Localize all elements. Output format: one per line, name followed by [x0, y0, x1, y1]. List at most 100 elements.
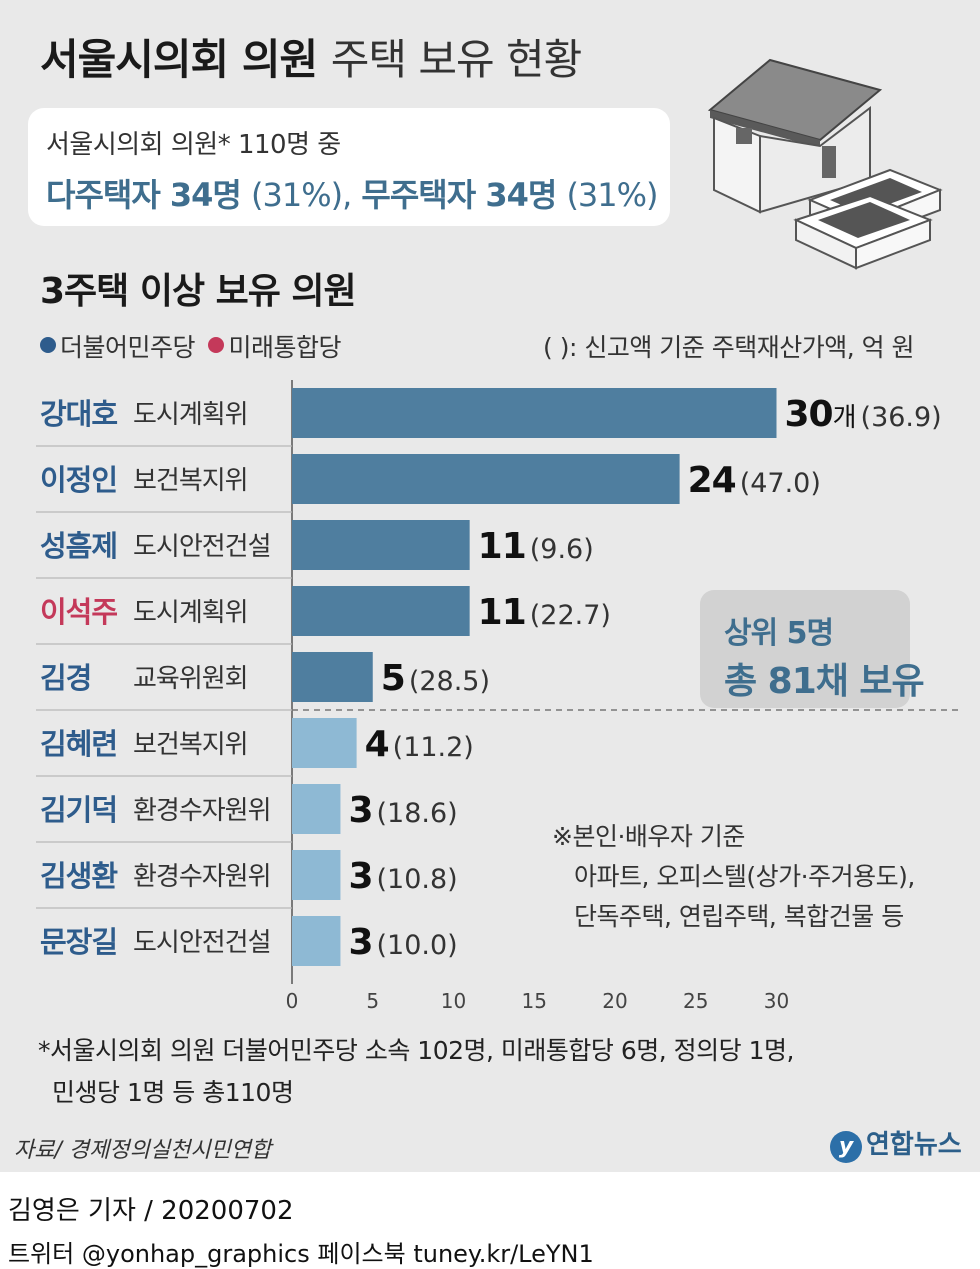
- bar: [292, 916, 341, 966]
- member-name: 문장길: [40, 925, 117, 959]
- legend-dem-label: 더불어민주당: [60, 333, 196, 362]
- data-label-asset: (28.5): [409, 666, 490, 697]
- bar: [292, 388, 777, 438]
- data-label-asset: (36.9): [861, 402, 942, 433]
- member-name: 김생환: [40, 859, 118, 893]
- data-label-value: 11: [478, 526, 526, 567]
- member-committee: 환경수자원위: [133, 862, 271, 892]
- legend: 더불어민주당 미래통합당: [40, 328, 341, 364]
- data-label-asset: (10.0): [377, 930, 458, 961]
- yonhap-logo: y 연합뉴스: [830, 1124, 962, 1163]
- x-tick-label: 20: [602, 989, 627, 1013]
- data-label: 11 (9.6): [478, 526, 594, 567]
- bar: [292, 850, 341, 900]
- footnote-line-1: *서울시의회 의원 더불어민주당 소속 102명, 미래통합당 6명, 정의당 …: [38, 1036, 794, 1065]
- legend-dem-dot: [40, 337, 56, 353]
- no-home-pct: (31%): [566, 176, 658, 214]
- member-committee: 환경수자원위: [133, 796, 271, 826]
- logo-mark-icon: y: [830, 1131, 862, 1163]
- source: 자료/ 경제정의실천시민연합: [14, 1138, 272, 1163]
- data-label-value: 11: [478, 592, 526, 633]
- member-committee: 도시안전건설: [133, 532, 271, 562]
- legend-utd-label: 미래통합당: [228, 333, 341, 362]
- note-line-3: 단독주택, 연립주택, 복합건물 등: [574, 902, 904, 931]
- summary-total: 서울시의회 의원* 110명 중: [46, 130, 341, 160]
- data-label-value: 30: [785, 394, 833, 435]
- top5-total: 총 81채 보유: [724, 661, 925, 702]
- page-title-light: 주택 보유 현황: [330, 35, 583, 84]
- data-label-asset: (47.0): [740, 468, 821, 499]
- logo-text: 연합뉴스: [866, 1130, 962, 1160]
- member-name: 김경: [40, 661, 91, 695]
- unit-note: ( ): 신고액 기준 주택재산가액, 억 원: [543, 333, 915, 362]
- bar-chart: 강대호 도시계획위 30개 (36.9)이정인 보건복지위 24 (47.0)성흠제 도시안전…: [36, 380, 962, 1013]
- bar: [292, 718, 357, 768]
- house-icon: [707, 58, 943, 270]
- bar: [292, 784, 341, 834]
- bar: [292, 652, 373, 702]
- x-tick-label: 25: [683, 989, 708, 1013]
- data-label-value: 5: [381, 658, 405, 699]
- data-label: 24 (47.0): [688, 460, 821, 501]
- bar: [292, 586, 470, 636]
- data-label-value: 24: [688, 460, 736, 501]
- member-committee: 보건복지위: [133, 730, 248, 760]
- no-home-label: 무주택자 34명: [361, 176, 557, 214]
- top5-label: 상위 5명: [724, 616, 834, 651]
- multi-home-pct: (31%),: [251, 176, 352, 214]
- data-label: 30개 (36.9): [785, 394, 942, 435]
- top5-box: [700, 590, 910, 708]
- multi-home-label: 다주택자 34명: [46, 176, 242, 214]
- member-committee: 교육위원회: [133, 664, 248, 694]
- data-label: 5 (28.5): [381, 658, 490, 699]
- data-label-value: 3: [348, 856, 372, 897]
- member-name: 이정인: [40, 463, 117, 497]
- data-label-value: 4: [365, 724, 389, 765]
- footnote-line-2: 민생당 1명 등 총110명: [52, 1078, 294, 1107]
- house-door: [822, 146, 836, 178]
- house-window: [736, 128, 752, 144]
- bar: [292, 454, 680, 504]
- x-tick-label: 0: [286, 989, 299, 1013]
- member-committee: 도시계획위: [133, 598, 248, 628]
- summary-stats: 다주택자 34명 (31%), 무주택자 34명 (31%): [46, 170, 659, 216]
- x-tick-label: 10: [441, 989, 466, 1013]
- data-label-value: 3: [348, 790, 372, 831]
- data-label: 3 (10.8): [348, 856, 457, 897]
- member-name: 성흠제: [40, 529, 117, 563]
- bar: [292, 520, 470, 570]
- data-label: 3 (10.0): [348, 922, 457, 963]
- data-label-asset: (9.6): [530, 534, 594, 565]
- note-line-1: ※본인·배우자 기준: [552, 822, 745, 851]
- data-label-value: 3: [348, 922, 372, 963]
- note-line-2: 아파트, 오피스텔(상가·주거용도),: [574, 862, 915, 891]
- member-name: 김혜련: [40, 727, 117, 761]
- data-label: 11 (22.7): [478, 592, 611, 633]
- footnote: *서울시의회 의원 더불어민주당 소속 102명, 미래통합당 6명, 정의당 …: [38, 1030, 794, 1114]
- data-label-asset: (18.6): [377, 798, 458, 829]
- member-committee: 보건복지위: [133, 466, 248, 496]
- social-links: 트위터 @yonhap_graphics 페이스북 tuney.kr/LeYN1: [8, 1240, 594, 1268]
- data-label-asset: (22.7): [530, 600, 611, 631]
- reporter-byline: 김영은 기자 / 20200702: [8, 1196, 294, 1226]
- x-tick-label: 15: [522, 989, 547, 1013]
- criteria-note: ※본인·배우자 기준 아파트, 오피스텔(상가·주거용도), 단독주택, 연립주…: [552, 817, 915, 937]
- legend-utd-dot: [208, 337, 225, 353]
- member-committee: 도시계획위: [133, 400, 248, 430]
- member-name: 이석주: [40, 595, 117, 629]
- page-title: 서울시의회 의원 주택 보유 현황: [40, 35, 583, 84]
- member-committee: 도시안전건설: [133, 928, 271, 958]
- summary-box: [28, 108, 670, 226]
- member-name: 김기덕: [40, 793, 117, 827]
- data-label-asset: (11.2): [393, 732, 474, 763]
- x-tick-label: 5: [366, 989, 379, 1013]
- data-label: 4 (11.2): [365, 724, 474, 765]
- house-roof-front: [710, 110, 820, 148]
- data-label-asset: (10.8): [377, 864, 458, 895]
- data-label: 3 (18.6): [348, 790, 457, 831]
- money-stack-4: [855, 218, 931, 270]
- data-label-unit: 개: [833, 403, 857, 433]
- money-stack-3-inner: [818, 202, 910, 238]
- x-tick-label: 30: [764, 989, 789, 1013]
- member-name: 강대호: [40, 397, 117, 431]
